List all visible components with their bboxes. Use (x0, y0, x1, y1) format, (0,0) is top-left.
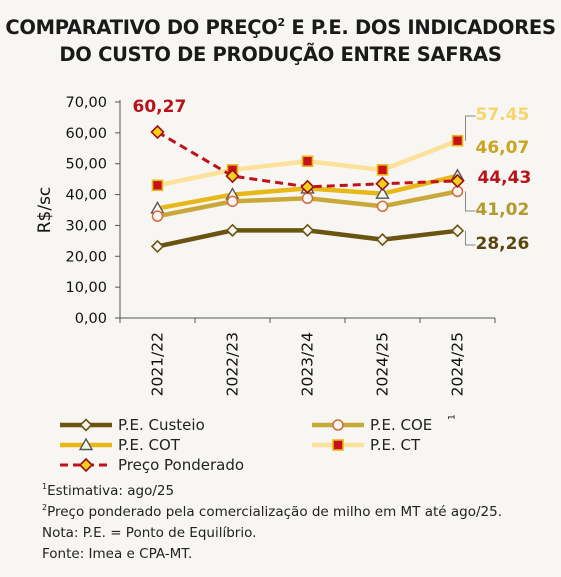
y-tick-label: 20,00 (65, 249, 107, 265)
footnotes: 1Estimativa: ago/25 2Preço ponderado pel… (42, 481, 542, 565)
footnote-2: 2Preço ponderado pela comercialização de… (42, 503, 503, 542)
label-connector (465, 230, 476, 246)
end-label-p-e-cot: 46,07 (476, 138, 530, 158)
x-tick-label: 2024/25 (374, 332, 392, 396)
legend-marker (332, 439, 344, 451)
title-line1: COMPARATIVO DO PREÇO (5, 16, 278, 39)
legend-marker (78, 457, 94, 473)
end-label-p-e-ct: 57.45 (476, 105, 530, 125)
data-point (300, 223, 315, 237)
data-point (451, 134, 464, 147)
data-point (450, 224, 465, 238)
footnote-1: 1Estimativa: ago/25 (42, 482, 175, 500)
legend-item: P.E. CT (312, 436, 421, 454)
data-point (150, 124, 165, 140)
data-point (225, 168, 240, 184)
end-label-p-e-coe: 41,02 (476, 200, 530, 220)
x-tick-label: 2023/24 (299, 332, 317, 396)
series-pre-o-ponderado (150, 124, 465, 194)
y-tick-label: 30,00 (65, 218, 107, 234)
legend-label: P.E. CT (370, 436, 421, 454)
series-p-e-custeio (150, 223, 465, 254)
data-point (226, 195, 239, 208)
data-point (375, 232, 390, 247)
legend-marker (332, 419, 344, 431)
legend-item: P.E. Custeio (60, 416, 205, 434)
y-tick-label: 70,00 (65, 95, 107, 111)
data-point (300, 179, 315, 194)
y-tick-label: 60,00 (65, 126, 107, 142)
legend-item: P.E. COE (312, 416, 432, 434)
x-tick-superscript: 1 (448, 414, 458, 420)
legend-marker (78, 437, 94, 451)
legend-label: P.E. COE (370, 416, 432, 434)
data-point (301, 192, 314, 205)
y-axis-label: R$/sc (35, 187, 55, 234)
chart-title: COMPARATIVO DO PREÇO2 E P.E. DOS INDICAD… (0, 14, 561, 68)
title-line1-rest: E P.E. DOS INDICADORES (284, 16, 556, 39)
y-tick-label: 40,00 (65, 188, 107, 204)
x-tick-label: 2021/22 (149, 332, 167, 396)
data-point (150, 239, 165, 254)
data-point (375, 186, 390, 199)
label-connector (465, 191, 476, 212)
data-point (450, 173, 465, 189)
title-superscript: 2 (277, 16, 286, 29)
title-line2: DO CUSTO DE PRODUÇÃO ENTRE SAFRAS (59, 43, 502, 66)
y-tick-label: 0,00 (75, 311, 107, 327)
legend-label: P.E. Custeio (118, 416, 205, 434)
x-tick-label: 2024/25 (449, 332, 467, 396)
x-tick-label: 2022/23 (224, 332, 242, 396)
legend-item: P.E. COT (60, 436, 181, 454)
legend-label: P.E. COT (118, 436, 181, 454)
end-label-pre-o-ponderado: 44,43 (478, 168, 532, 188)
start-label-preco: 60,27 (133, 97, 187, 117)
data-point (225, 223, 240, 237)
label-connector (465, 115, 476, 141)
y-tick-label: 10,00 (65, 280, 107, 296)
data-point (151, 179, 164, 192)
data-point (375, 176, 390, 191)
data-point (301, 155, 314, 168)
data-point (151, 210, 164, 222)
end-label-p-e-custeio: 28,26 (476, 234, 530, 254)
legend-item: Preço Ponderado (60, 456, 244, 474)
data-point (376, 200, 389, 213)
legend-label: Preço Ponderado (118, 456, 244, 474)
data-point (376, 164, 389, 176)
y-tick-label: 50,00 (65, 157, 107, 173)
footnote-source: Fonte: Imea e CPA-MT. (42, 546, 193, 562)
legend-marker (79, 418, 93, 432)
series-p-e-coe (151, 185, 464, 222)
